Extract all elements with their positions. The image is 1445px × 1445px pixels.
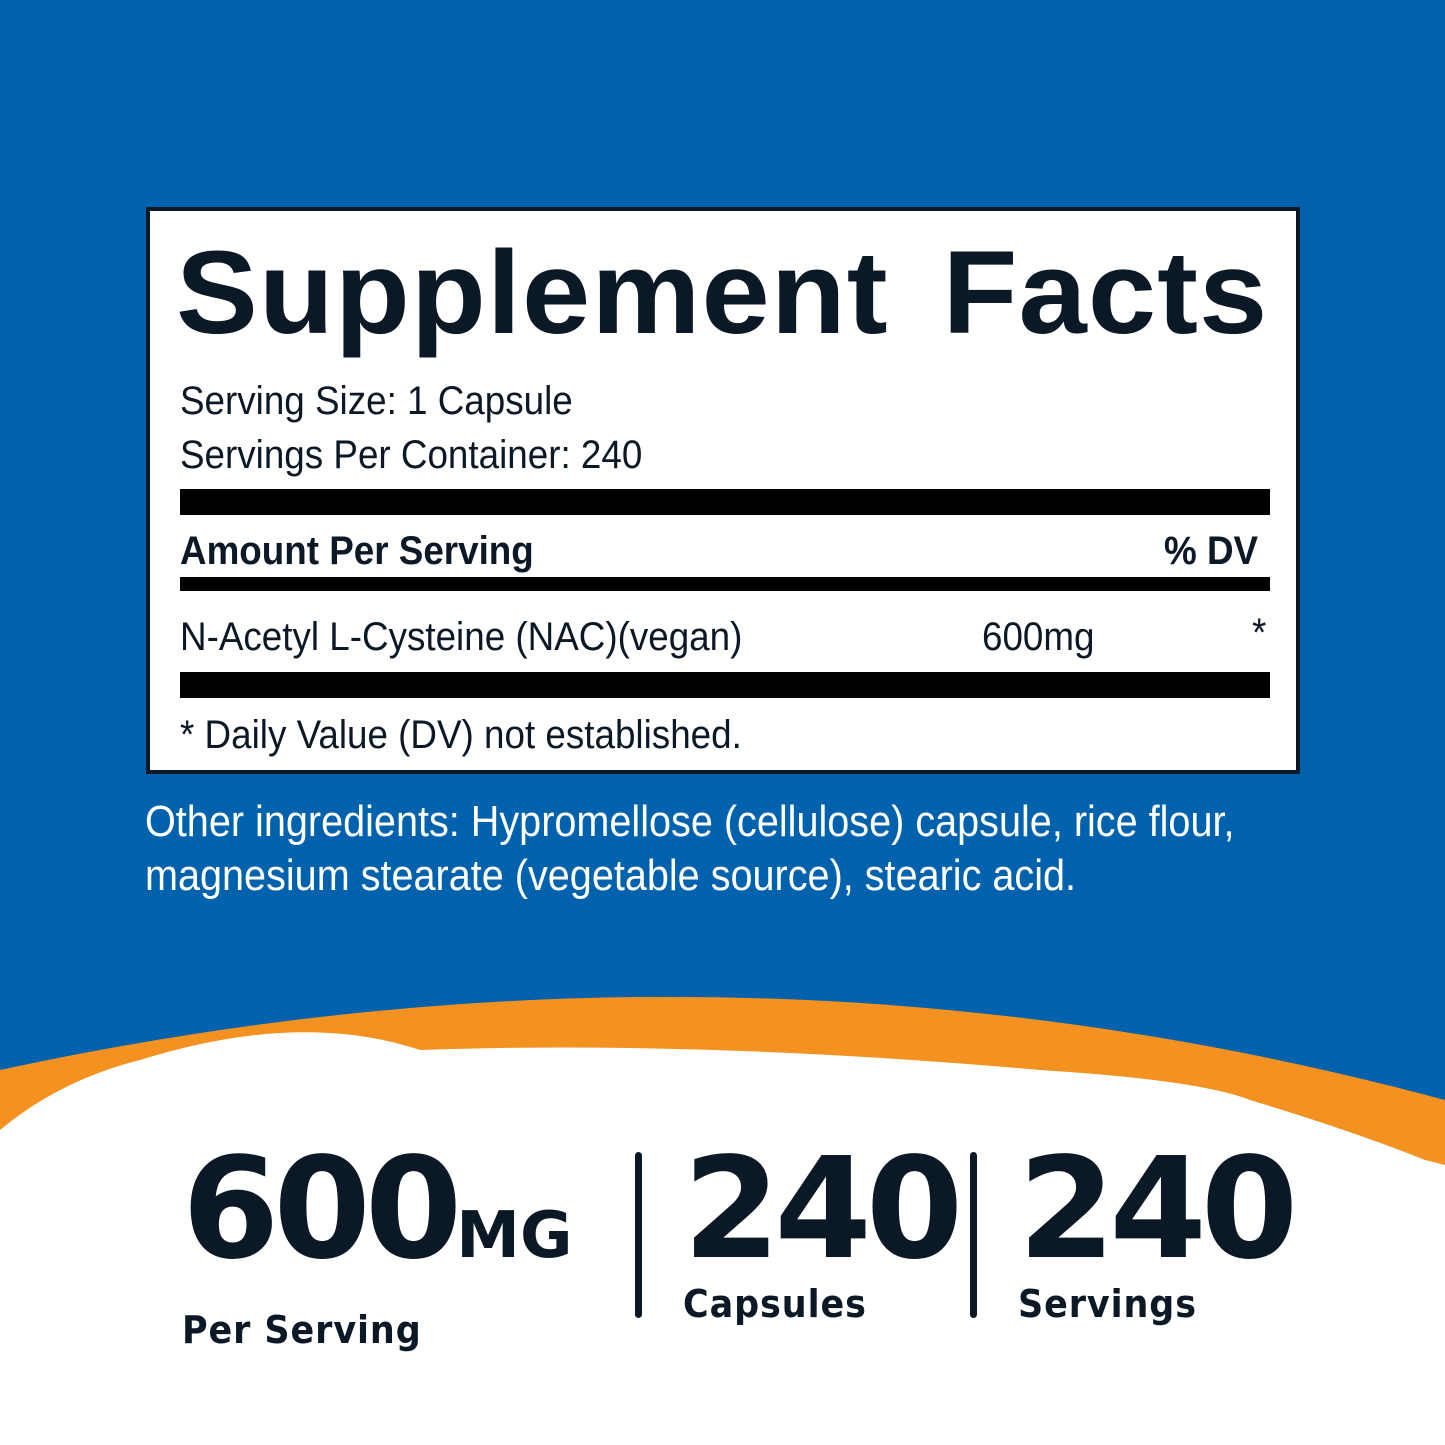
stat-divider — [970, 1152, 977, 1318]
divider-thick — [180, 489, 1270, 515]
stat-label: Per Serving — [182, 1308, 422, 1352]
amount-header: Amount Per Serving — [180, 529, 534, 573]
stat-per-serving: 600MG Per Serving — [182, 1140, 573, 1353]
other-ingredients-line: Other ingredients: Hypromellose (cellulo… — [145, 797, 1235, 846]
ingredient-amount: 600mg — [982, 615, 1095, 659]
stat-unit: MG — [456, 1199, 573, 1273]
dv-header: % DV — [1164, 529, 1259, 573]
stat-divider — [635, 1152, 642, 1318]
footnote: * Daily Value (DV) not established. — [180, 713, 742, 757]
other-ingredients: Other ingredients: Hypromellose (cellulo… — [145, 795, 1234, 903]
ingredient-dv: * — [1252, 611, 1267, 655]
ingredient-name: N-Acetyl L-Cysteine (NAC)(vegan) — [180, 615, 743, 659]
serving-size: Serving Size: 1 Capsule — [180, 379, 573, 423]
other-ingredients-line: magnesium stearate (vegetable source), s… — [145, 851, 1077, 900]
stat-servings: 240 Servings — [1018, 1128, 1298, 1327]
divider-thick-bottom — [180, 672, 1270, 698]
servings-per-container: Servings Per Container: 240 — [180, 433, 643, 477]
stat-capsules: 240 Capsules — [683, 1128, 963, 1327]
supplement-facts-panel: Supplement Facts Serving Size: 1 Capsule… — [146, 207, 1300, 774]
panel-title: Supplement Facts — [176, 227, 1269, 359]
stat-label: Capsules — [683, 1282, 867, 1326]
stat-value: 240 — [683, 1128, 963, 1291]
stat-value: 240 — [1018, 1128, 1298, 1291]
stat-value: 600 — [182, 1128, 462, 1291]
divider-medium — [180, 577, 1270, 591]
white-footer — [0, 1032, 1445, 1445]
stat-label: Servings — [1018, 1282, 1197, 1326]
